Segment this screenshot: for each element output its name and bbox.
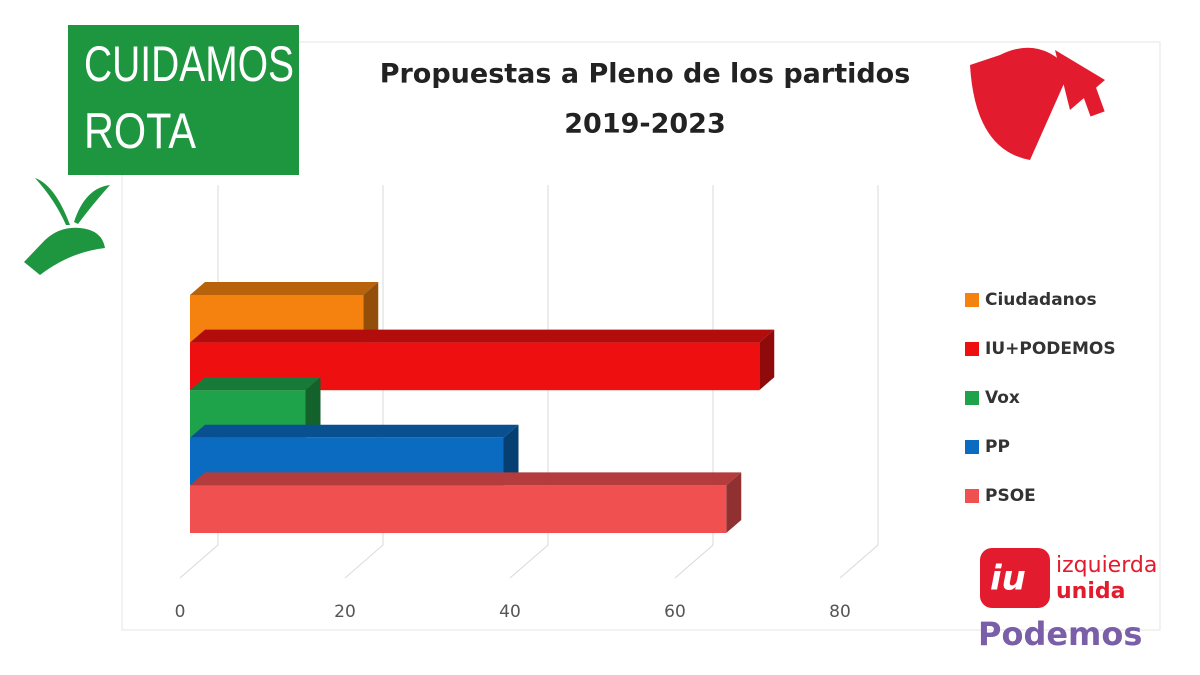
grid-line (509, 185, 549, 579)
bar-side (726, 472, 742, 533)
legend-swatch (965, 342, 979, 356)
bar-top (190, 282, 379, 295)
party-name: izquierda (1056, 553, 1157, 578)
campaign-line: ROTA (84, 103, 197, 159)
x-tick-label: 80 (829, 602, 851, 622)
bar-top (190, 329, 775, 343)
campaign-line: CUIDAMOS (84, 36, 294, 92)
legend-label: Vox (985, 388, 1020, 408)
legend-label: PSOE (985, 486, 1036, 506)
legend-label: PP (985, 437, 1010, 457)
plant-icon (24, 178, 110, 275)
legend-swatch (965, 293, 979, 307)
x-tick-label: 60 (664, 602, 686, 622)
party-name: unida (1056, 579, 1125, 604)
iu-logo-box (980, 548, 1050, 608)
bar (190, 485, 727, 533)
bar-side (759, 329, 775, 391)
grid-line (344, 185, 384, 579)
chart-frame (121, 41, 1161, 631)
x-tick-label: 40 (499, 602, 521, 622)
bar-side (503, 424, 519, 486)
chart-title: 2019-2023 (564, 109, 726, 140)
bar-top (190, 424, 519, 438)
chart-title: Propuestas a Pleno de los partidos (380, 59, 911, 90)
legend-label: Ciudadanos (985, 290, 1097, 310)
legend-label: IU+PODEMOS (985, 339, 1116, 359)
grid-line (839, 185, 879, 579)
iu-logo-mark: iu (990, 559, 1026, 599)
bar-side (363, 282, 379, 343)
campaign-badge (68, 25, 299, 175)
x-tick-label: 0 (175, 602, 186, 622)
legend-swatch (965, 440, 979, 454)
bar-top (190, 377, 321, 391)
partner-name: Podemos (978, 615, 1142, 653)
bar-side (305, 377, 321, 438)
megaphone-icon (970, 47, 1105, 160)
legend-swatch (965, 489, 979, 503)
grid-line (674, 185, 714, 579)
legend-swatch (965, 391, 979, 405)
bar-top (190, 472, 742, 486)
x-tick-label: 20 (334, 602, 356, 622)
